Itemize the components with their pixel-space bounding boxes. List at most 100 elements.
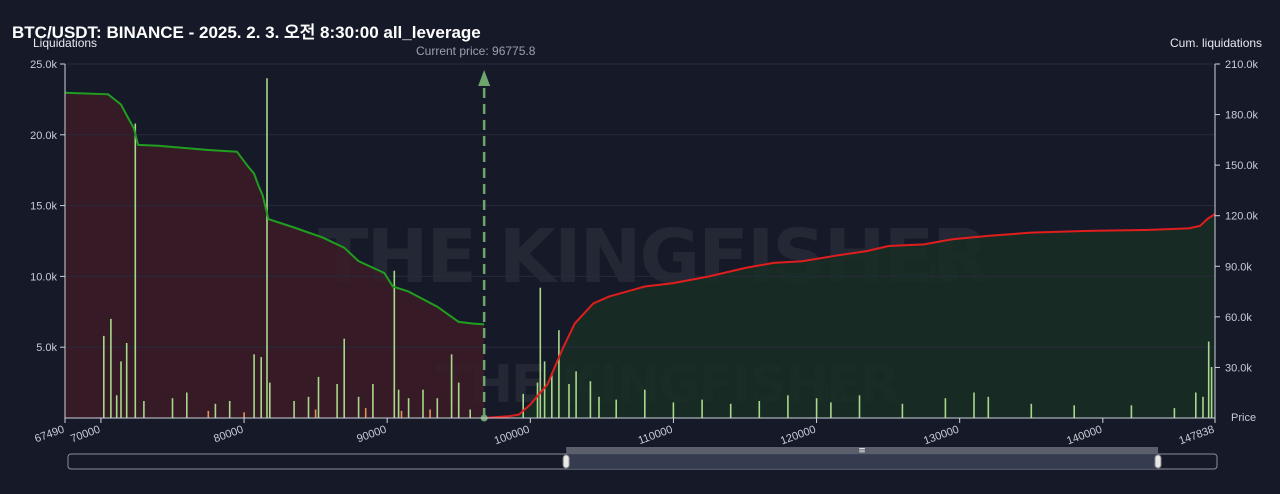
liquidation-bar <box>543 361 546 418</box>
right-tick-label: 210.0k <box>1225 59 1259 71</box>
liquidation-bar <box>1202 396 1204 418</box>
right-tick-label: 90.0k <box>1225 261 1252 273</box>
liquidation-bar <box>457 382 460 418</box>
liquidation-bar-orange <box>400 410 403 418</box>
liquidation-bar <box>343 338 345 418</box>
liquidation-bar <box>422 389 424 418</box>
left-tick-label: 20.0k <box>30 130 57 142</box>
liquidation-bar <box>214 403 217 418</box>
right-tick-label: 60.0k <box>1225 312 1252 324</box>
current-price-arrowhead <box>478 70 491 86</box>
liquidation-bar <box>469 409 471 418</box>
liquidation-bar <box>830 402 832 418</box>
liquidation-bar <box>186 392 188 418</box>
cum-short-line <box>484 213 1216 419</box>
liquidation-bar <box>317 376 320 418</box>
liquidation-bar <box>407 398 410 418</box>
range-grip-icon: ≡ <box>858 446 866 456</box>
liquidation-bar <box>293 401 295 418</box>
liquidation-bar <box>1195 392 1197 418</box>
liquidation-bar <box>1210 367 1213 418</box>
right-tick-label: 120.0k <box>1225 211 1259 223</box>
liquidation-bar-orange <box>243 412 245 418</box>
left-tick-label: 10.0k <box>30 271 57 283</box>
x-tick-label: 120000 <box>779 424 818 448</box>
liquidation-bar <box>568 384 570 418</box>
liquidation-bar <box>575 371 577 418</box>
liquidation-bar <box>1207 341 1210 418</box>
x-tick-label: 80000 <box>212 424 245 446</box>
liquidation-bar <box>357 396 360 418</box>
left-tick-label: 15.0k <box>30 201 57 213</box>
left-axis-label: Liquidations <box>33 36 98 50</box>
liquidation-bar <box>1173 408 1176 418</box>
liquidation-bar <box>539 287 542 418</box>
liquidation-bar <box>522 393 524 418</box>
liquidation-bar <box>266 78 268 418</box>
liquidation-bar <box>551 372 553 418</box>
liquidation-bar <box>171 398 174 418</box>
liquidation-bar <box>1130 405 1133 418</box>
right-tick-label: 150.0k <box>1225 160 1259 172</box>
x-tick-label: 147838 <box>1177 424 1216 448</box>
liquidation-bar <box>397 389 400 418</box>
x-tick-label: 90000 <box>355 424 388 446</box>
liquidation-bar-orange <box>314 409 317 418</box>
liquidation-bar <box>125 343 128 418</box>
liquidation-bar <box>536 382 539 418</box>
x-tick-label: 110000 <box>637 424 675 448</box>
liquidation-bar <box>103 335 105 418</box>
x-tick-label: 67490 <box>33 424 66 446</box>
liquidation-bar <box>558 330 560 418</box>
liquidation-bar <box>115 395 118 418</box>
liquidation-bar <box>143 401 145 418</box>
liquidation-bar <box>120 361 122 418</box>
liquidation-bar <box>228 401 231 418</box>
liquidation-bar <box>110 318 112 418</box>
right-axis-label: Cum. liquidations <box>1170 36 1263 50</box>
liquidation-bar <box>598 396 600 418</box>
range-selection-window <box>566 454 1158 469</box>
liquidation-bar <box>253 354 255 418</box>
liquidation-bar <box>615 399 617 418</box>
liquidation-bar <box>372 384 374 418</box>
liquidation-bar <box>307 396 310 418</box>
cum-long-line <box>64 91 485 326</box>
liquidation-bar <box>269 382 271 418</box>
right-tick-label: 30.0k <box>1225 362 1252 374</box>
long-area-fill <box>65 92 485 418</box>
range-handle-right[interactable] <box>1154 454 1162 469</box>
liquidation-bar <box>336 384 338 418</box>
liquidation-bar <box>787 395 789 418</box>
liquidation-bar <box>134 123 137 418</box>
x-tick-label: 100000 <box>493 424 532 448</box>
liquidation-bar <box>589 381 592 418</box>
liquidation-bar-orange <box>207 410 210 418</box>
liquidation-bar <box>901 403 904 418</box>
liquidation-bar <box>987 396 990 418</box>
liquidation-bar <box>944 398 947 418</box>
left-tick-label: 5.0k <box>36 342 57 354</box>
left-tick-label: 25.0k <box>30 59 57 71</box>
liquidation-bar <box>758 401 761 418</box>
liquidation-bar <box>973 392 975 418</box>
x-tick-label: 140000 <box>1065 424 1104 448</box>
liquidation-bar <box>644 389 646 418</box>
liquidation-bar <box>436 398 439 418</box>
liquidation-bar <box>815 398 818 418</box>
liquidation-bar <box>1073 405 1075 418</box>
liquidation-bar <box>672 402 675 418</box>
liquidation-bar <box>701 399 703 418</box>
liquidation-bar-orange <box>364 408 367 418</box>
liquidation-bar <box>260 357 262 418</box>
range-handle-left[interactable] <box>562 454 570 469</box>
liquidation-bar <box>1030 403 1033 418</box>
liquidation-bar <box>450 354 453 418</box>
liquidation-bar-orange <box>429 409 431 418</box>
right-tick-label: 180.0k <box>1225 110 1259 122</box>
range-selection-bar <box>566 447 1158 454</box>
liquidation-bar <box>393 270 396 418</box>
x-axis-label: Price <box>1231 412 1256 424</box>
liquidation-bar <box>729 403 732 418</box>
